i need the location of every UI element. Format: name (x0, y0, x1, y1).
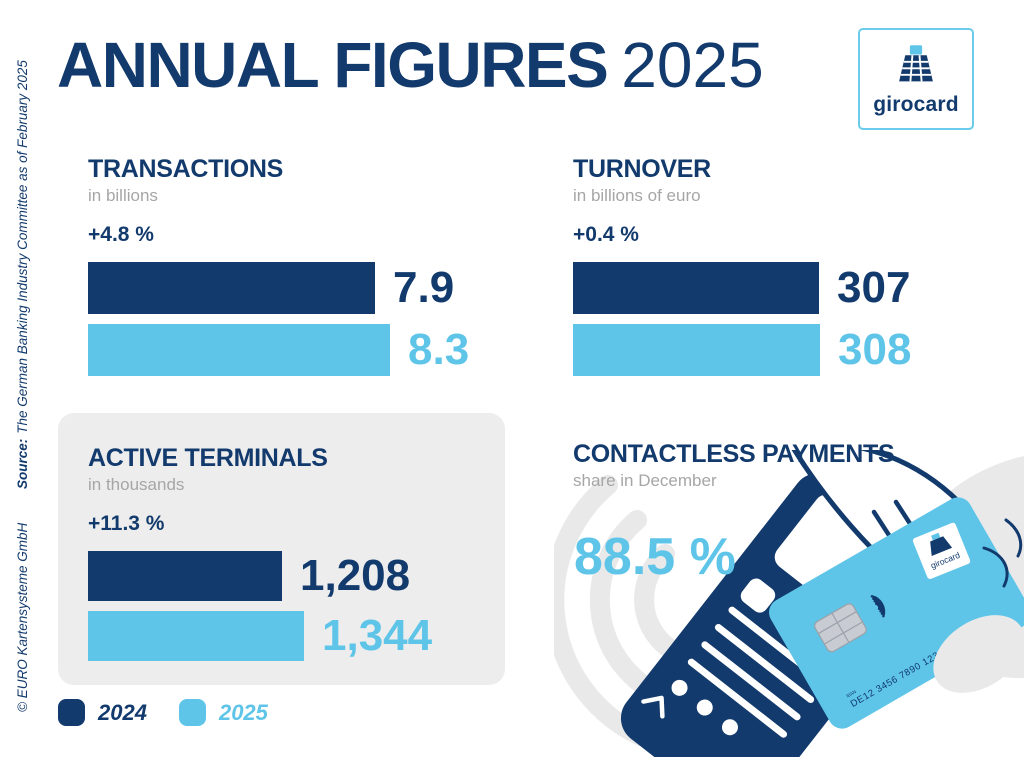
contactless-icon (870, 595, 886, 618)
transactions-title: TRANSACTIONS (88, 155, 284, 183)
page-title-text: ANNUAL FIGURES (57, 29, 609, 101)
legend-label-2024: 2024 (98, 699, 147, 725)
bar-2024 (88, 261, 375, 314)
transactions-section: TRANSACTIONS in billions +4.8 % 7.9 8.3 (88, 155, 470, 386)
contactless-title: CONTACTLESS PAYMENTS (573, 440, 895, 468)
turnover-subtitle: in billions of euro (573, 185, 701, 205)
contactless-section: CONTACTLESS PAYMENTS share in December (573, 440, 895, 491)
bar-value-2025: 1,344 (322, 610, 433, 660)
card-brand-badge: girocard (912, 522, 971, 580)
bar-value-2024: 307 (837, 262, 911, 312)
active-terminals-bars: 1,208 1,344 (88, 550, 433, 661)
active-terminals-title: ACTIVE TERMINALS (88, 444, 328, 472)
page-title-year: 2025 (621, 29, 764, 101)
turnover-title: TURNOVER (573, 155, 711, 183)
legend-label-2025: 2025 (218, 699, 268, 725)
contactless-share-value: 88.5 % (574, 528, 736, 586)
source-text: The German Banking Industry Committee as… (15, 60, 30, 434)
active-terminals-subtitle: in thousands (88, 474, 185, 494)
source-note: Source: The German Banking Industry Commi… (15, 60, 30, 489)
turnover-section: TURNOVER in billions of euro +0.4 % 307 … (573, 155, 912, 386)
bar-value-2025: 308 (838, 324, 912, 374)
transactions-subtitle: in billions (88, 185, 158, 205)
contactless-payment-illustration: girocard IBAN DE12 3456 7890 1234 5678 9… (554, 450, 1024, 757)
bar-2025 (88, 610, 304, 661)
bar-row: 7.9 (88, 261, 469, 314)
girocard-terminal-icon (899, 44, 933, 81)
legend-swatch-2024 (58, 699, 85, 726)
active-terminals-section: ACTIVE TERMINALS in thousands +11.3 % 1,… (88, 444, 433, 671)
bar-2025 (573, 323, 820, 376)
bar-row: 307 (573, 261, 911, 314)
thumb-illustration (933, 615, 1024, 693)
bar-2025 (88, 323, 390, 376)
card-chip-icon (814, 603, 867, 653)
bar-value-2025: 8.3 (408, 324, 470, 374)
legend: 2024 2025 (58, 699, 268, 726)
bar-row: 308 (573, 323, 912, 376)
transactions-bars: 7.9 8.3 (88, 261, 470, 376)
source-label: Source: (15, 438, 30, 489)
finger-outline (982, 546, 1009, 588)
bar-2024 (573, 261, 819, 314)
bar-2024 (88, 550, 282, 601)
bar-row: 8.3 (88, 323, 470, 376)
transactions-change: +4.8 % (88, 222, 154, 246)
girocard-logo: girocard (858, 28, 974, 130)
active-terminals-change: +11.3 % (88, 511, 165, 535)
turnover-change: +0.4 % (573, 222, 639, 246)
copyright-note: © EURO Kartensysteme GmbH (15, 522, 30, 712)
contactless-waves-icon (554, 475, 689, 746)
bar-row: 1,344 (88, 610, 433, 661)
page-title: ANNUAL FIGURES 2025 (57, 28, 764, 102)
bar-row: 1,208 (88, 550, 432, 601)
girocard-wordmark: girocard (873, 92, 959, 116)
contactless-subtitle: share in December (573, 470, 717, 490)
turnover-bars: 307 308 (573, 261, 912, 376)
card-iban-label: IBAN (845, 689, 857, 699)
bar-value-2024: 1,208 (300, 550, 411, 600)
bar-value-2024: 7.9 (393, 262, 455, 312)
legend-swatch-2025 (178, 699, 206, 726)
